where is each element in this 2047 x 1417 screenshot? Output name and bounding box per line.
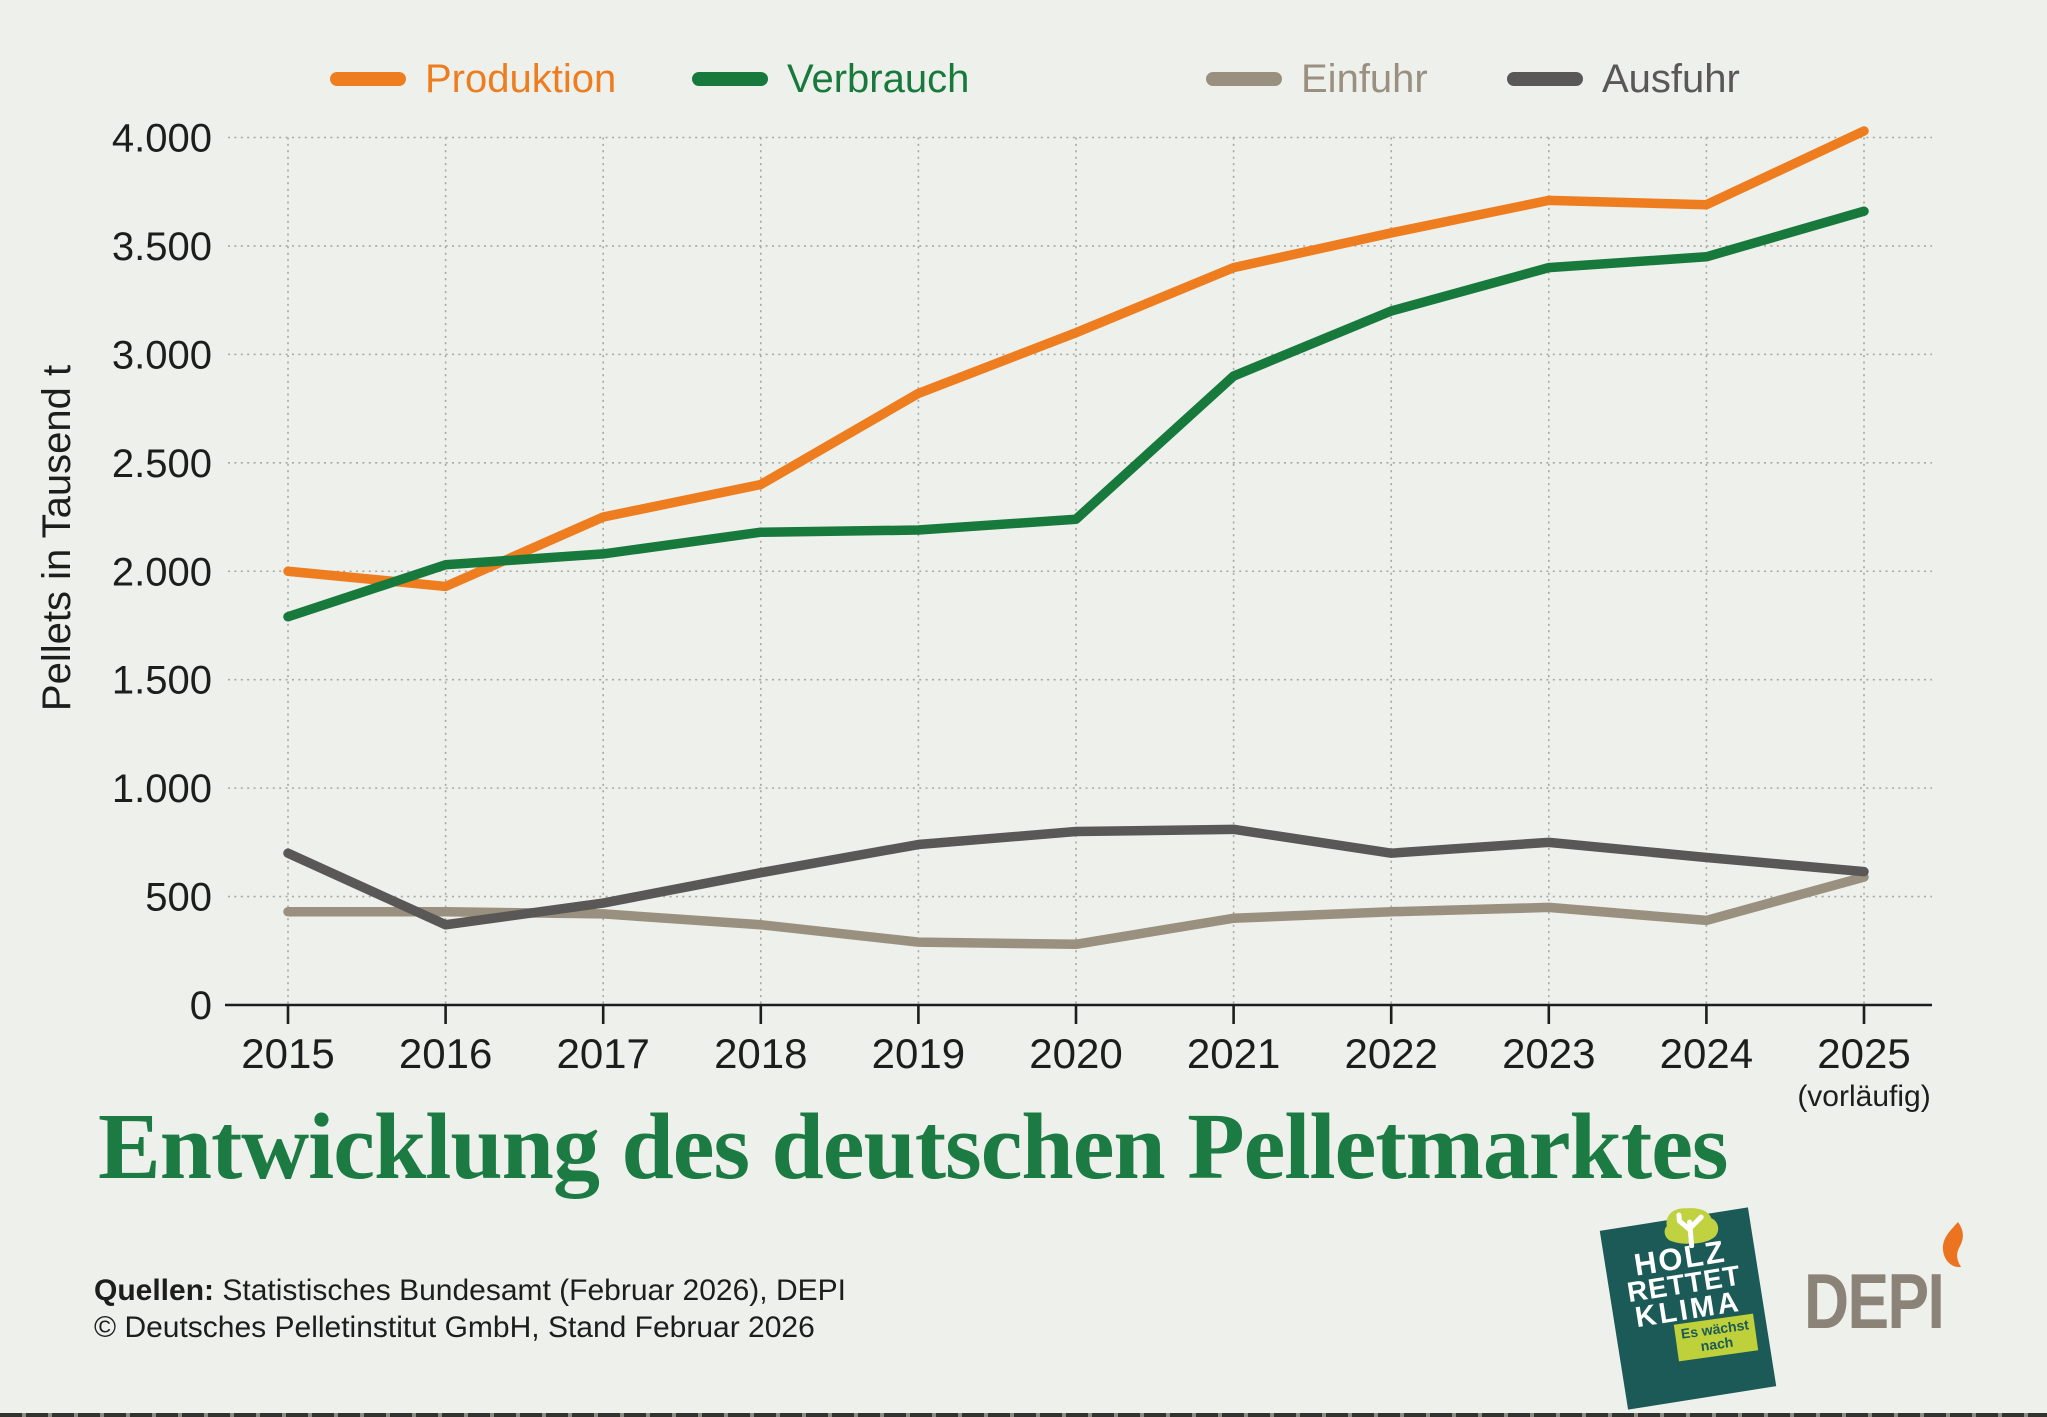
series-produktion <box>283 126 1869 592</box>
bottom-edge-strip <box>0 1413 2047 1417</box>
legend-swatch-verbrauch <box>692 72 768 86</box>
svg-text:2019: 2019 <box>872 1030 965 1077</box>
svg-text:1.000: 1.000 <box>112 767 212 811</box>
depi-logo-text: DEPI <box>1804 1257 1945 1345</box>
series-verbrauch <box>283 206 1869 622</box>
legend-swatch-einfuhr <box>1206 72 1282 86</box>
sources-text: Statistisches Bundesamt (Februar 2026), … <box>222 1274 846 1307</box>
legend-item-verbrauch: Verbrauch <box>692 57 969 101</box>
svg-text:2.500: 2.500 <box>112 442 212 486</box>
legend-label-einfuhr: Einfuhr <box>1301 57 1428 101</box>
svg-text:2018: 2018 <box>714 1030 807 1077</box>
svg-text:2.000: 2.000 <box>112 550 212 594</box>
tree-icon <box>1664 1208 1719 1249</box>
legend-label-verbrauch: Verbrauch <box>787 57 970 101</box>
svg-text:0: 0 <box>190 984 212 1028</box>
flame-icon <box>1942 1222 1963 1268</box>
chart-title: Entwicklung des deutschen Pelletmarktes <box>98 1095 1728 1199</box>
svg-text:2021: 2021 <box>1187 1030 1280 1077</box>
legend-swatch-ausfuhr <box>1507 72 1583 86</box>
legend-label-produktion: Produktion <box>425 57 617 101</box>
svg-text:2015: 2015 <box>241 1030 334 1077</box>
svg-text:3.000: 3.000 <box>112 333 212 377</box>
svg-text:2025: 2025 <box>1817 1030 1910 1077</box>
legend-item-produktion: Produktion <box>330 57 616 101</box>
svg-text:Pellets in Tausend t: Pellets in Tausend t <box>35 365 79 711</box>
svg-text:2017: 2017 <box>556 1030 649 1077</box>
svg-text:2022: 2022 <box>1344 1030 1437 1077</box>
legend-label-ausfuhr: Ausfuhr <box>1602 57 1740 101</box>
svg-text:1.500: 1.500 <box>112 659 212 703</box>
svg-text:2016: 2016 <box>399 1030 492 1077</box>
svg-text:2020: 2020 <box>1029 1030 1122 1077</box>
svg-text:500: 500 <box>145 876 212 920</box>
copyright-line: © Deutsches Pelletinstitut GmbH, Stand F… <box>94 1311 815 1344</box>
svg-text:2024: 2024 <box>1660 1030 1753 1077</box>
legend-swatch-produktion <box>330 72 406 86</box>
svg-text:(vorläufig): (vorläufig) <box>1797 1080 1930 1113</box>
svg-text:2023: 2023 <box>1502 1030 1595 1077</box>
legend-item-ausfuhr: Ausfuhr <box>1507 57 1740 101</box>
series-ausfuhr <box>283 824 1869 930</box>
sources-line: Quellen: Statistisches Bundesamt (Februa… <box>94 1272 846 1309</box>
svg-text:3.500: 3.500 <box>112 225 212 269</box>
sources-block: Quellen: Statistisches Bundesamt (Februa… <box>94 1272 846 1346</box>
sources-label: Quellen: <box>94 1274 215 1307</box>
legend-item-einfuhr: Einfuhr <box>1206 57 1428 101</box>
svg-text:4.000: 4.000 <box>112 117 212 161</box>
